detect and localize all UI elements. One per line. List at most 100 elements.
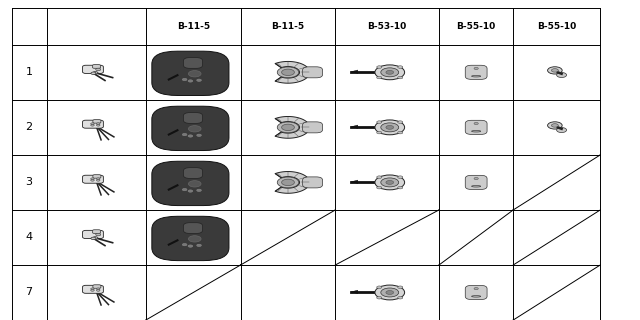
Text: B-55-10: B-55-10: [537, 22, 577, 31]
Circle shape: [375, 175, 404, 190]
Circle shape: [93, 237, 98, 239]
Circle shape: [97, 290, 100, 291]
Ellipse shape: [472, 68, 481, 69]
FancyBboxPatch shape: [83, 175, 104, 183]
FancyBboxPatch shape: [93, 285, 101, 288]
Polygon shape: [275, 61, 310, 83]
FancyBboxPatch shape: [93, 175, 101, 178]
Circle shape: [97, 124, 100, 126]
Polygon shape: [275, 172, 310, 193]
Circle shape: [188, 135, 193, 137]
Circle shape: [182, 188, 187, 191]
Circle shape: [188, 80, 193, 82]
FancyBboxPatch shape: [303, 67, 323, 78]
Circle shape: [91, 123, 94, 124]
Bar: [513, 155, 600, 210]
Circle shape: [377, 186, 382, 189]
Circle shape: [557, 128, 566, 132]
Circle shape: [397, 296, 403, 299]
Circle shape: [397, 66, 403, 68]
Circle shape: [188, 291, 201, 297]
Circle shape: [188, 71, 201, 77]
Circle shape: [375, 120, 404, 135]
Circle shape: [188, 300, 193, 302]
Circle shape: [552, 124, 558, 127]
Bar: [241, 210, 335, 265]
Circle shape: [96, 68, 100, 71]
Ellipse shape: [472, 131, 481, 132]
Circle shape: [397, 286, 403, 289]
Circle shape: [93, 72, 98, 74]
Circle shape: [377, 66, 382, 68]
Text: B-11-5: B-11-5: [271, 22, 305, 31]
FancyBboxPatch shape: [92, 230, 100, 233]
Bar: [336, 210, 438, 265]
Circle shape: [375, 65, 404, 80]
FancyBboxPatch shape: [83, 65, 104, 73]
FancyBboxPatch shape: [184, 113, 202, 123]
FancyBboxPatch shape: [184, 58, 202, 68]
Bar: [514, 210, 600, 265]
Circle shape: [552, 69, 558, 72]
Bar: [514, 265, 600, 320]
Circle shape: [91, 237, 96, 240]
FancyBboxPatch shape: [83, 285, 104, 293]
Circle shape: [182, 244, 187, 246]
Text: B-55-10: B-55-10: [456, 22, 496, 31]
Circle shape: [196, 244, 202, 246]
FancyBboxPatch shape: [92, 65, 100, 68]
Circle shape: [557, 73, 566, 77]
Circle shape: [377, 286, 382, 289]
Circle shape: [188, 245, 193, 247]
FancyBboxPatch shape: [465, 65, 487, 79]
Circle shape: [182, 78, 187, 81]
FancyBboxPatch shape: [303, 122, 323, 133]
Polygon shape: [351, 290, 358, 293]
FancyBboxPatch shape: [152, 161, 229, 205]
Bar: [335, 210, 439, 265]
FancyBboxPatch shape: [93, 120, 101, 123]
Circle shape: [377, 131, 382, 134]
Circle shape: [91, 288, 94, 290]
Circle shape: [188, 126, 201, 132]
Circle shape: [91, 180, 94, 181]
FancyBboxPatch shape: [152, 51, 229, 95]
FancyBboxPatch shape: [152, 271, 229, 316]
Circle shape: [97, 288, 100, 290]
FancyBboxPatch shape: [83, 230, 104, 239]
FancyBboxPatch shape: [184, 278, 202, 289]
FancyBboxPatch shape: [152, 106, 229, 150]
Bar: [513, 210, 600, 265]
Circle shape: [188, 236, 201, 242]
Bar: [439, 210, 513, 265]
Circle shape: [548, 67, 562, 74]
Circle shape: [91, 124, 94, 126]
Circle shape: [386, 291, 394, 294]
FancyBboxPatch shape: [184, 168, 202, 178]
Circle shape: [381, 288, 399, 297]
Circle shape: [377, 296, 382, 299]
Circle shape: [397, 121, 403, 124]
Bar: [513, 265, 600, 320]
Circle shape: [196, 79, 202, 81]
Circle shape: [381, 178, 399, 187]
Circle shape: [97, 178, 100, 180]
Circle shape: [97, 123, 100, 124]
Bar: [440, 210, 513, 265]
Circle shape: [182, 133, 187, 136]
Circle shape: [196, 299, 202, 301]
Circle shape: [97, 180, 100, 181]
Text: 4: 4: [26, 232, 33, 243]
Bar: [146, 265, 241, 320]
Text: 3: 3: [26, 177, 33, 188]
Circle shape: [277, 177, 299, 188]
Circle shape: [474, 123, 478, 124]
Circle shape: [474, 68, 478, 69]
Circle shape: [96, 233, 100, 236]
Circle shape: [377, 176, 382, 179]
Circle shape: [397, 76, 403, 79]
Ellipse shape: [472, 296, 481, 297]
Circle shape: [474, 178, 478, 180]
Circle shape: [277, 67, 299, 78]
Circle shape: [91, 178, 94, 180]
